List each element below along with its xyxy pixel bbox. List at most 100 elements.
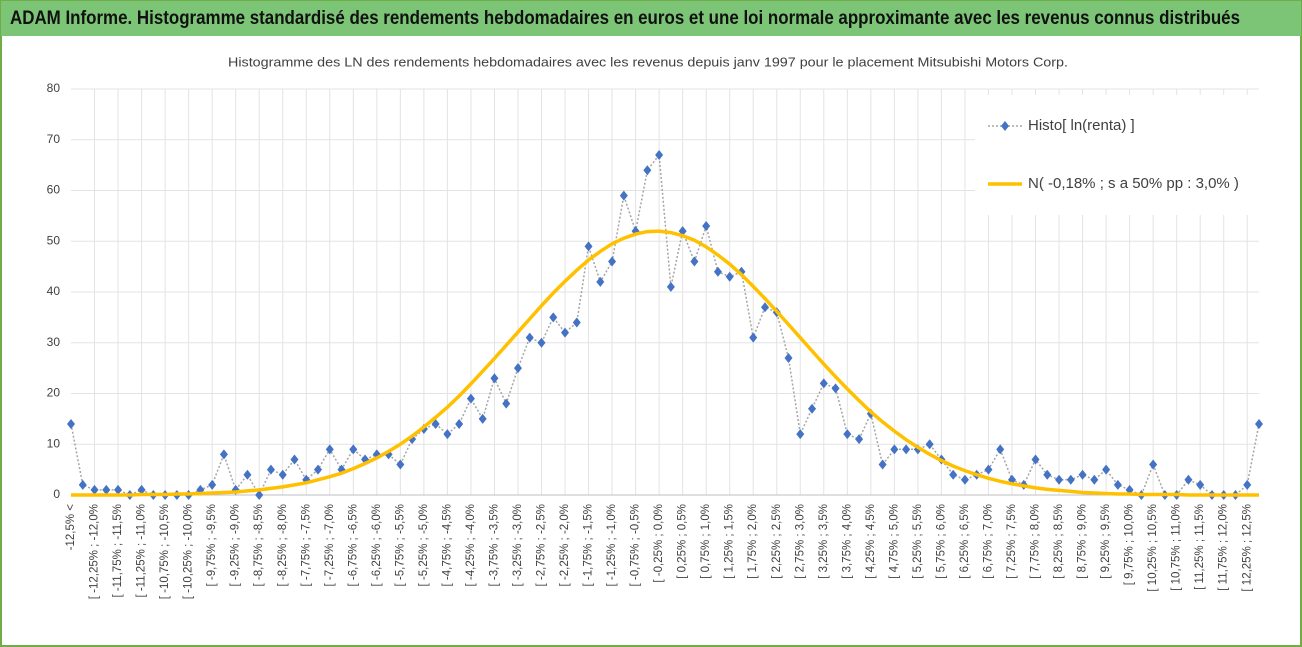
x-tick-label: [ -5,25% ; -5,0% [418,504,430,586]
x-tick-label: [ -9,75% ; -9,5% [206,504,218,586]
point-marker [431,418,440,429]
y-tick-label: 50 [47,233,61,247]
point-marker [1243,479,1252,490]
point-marker [478,413,487,424]
point-marker [925,439,934,450]
point-marker [137,484,146,495]
y-tick-label: 10 [47,436,61,450]
y-tick-label: 40 [47,284,61,298]
y-tick-label: 30 [47,335,61,349]
point-marker [702,221,711,232]
point-marker [855,434,864,445]
point-marker [513,363,522,374]
point-marker [455,418,464,429]
x-tick-label: [ 2,75% ; 3,0% [794,504,806,579]
y-tick-label: 0 [53,487,60,501]
point-marker [1055,474,1064,485]
point-marker [1043,469,1052,480]
x-tick-label: [ 12,25% ; 12,5% [1241,504,1253,592]
x-tick-label: [ -3,75% ; -3,5% [488,504,500,586]
x-tick-label: [ 9,25% ; 9,5% [1100,504,1112,579]
point-marker [1102,464,1111,475]
point-marker [878,459,887,470]
point-marker [713,266,722,277]
point-marker [843,429,852,440]
point-marker [466,393,475,404]
x-tick-label: [ -0,25% ; 0,0% [653,504,665,583]
point-marker [960,474,969,485]
point-marker [278,469,287,480]
x-tick-label: [ -4,25% ; -4,0% [465,504,477,586]
y-tick-label: 60 [47,183,61,197]
point-marker [760,302,769,313]
point-marker [808,403,817,414]
point-marker [949,469,958,480]
point-marker [1090,474,1099,485]
point-marker [102,484,111,495]
x-tick-label: [ 2,25% ; 2,5% [771,504,783,579]
x-tick-label: [ -7,75% ; -7,5% [300,504,312,586]
point-marker [596,276,605,287]
point-marker [902,444,911,455]
point-marker [796,429,805,440]
legend: Histo[ ln(renta) ] N( -0,18% ; s a 50% pp… [975,95,1295,215]
x-tick-label: [ 0,25% ; 0,5% [677,504,689,579]
point-marker [561,327,570,338]
point-marker [525,332,534,343]
point-marker [666,281,675,292]
x-tick-label: [ 4,75% ; 5,0% [888,504,900,579]
x-tick-label: [ 5,25% ; 5,5% [912,504,924,579]
y-tick-label: 20 [47,386,61,400]
point-marker [1149,459,1158,470]
x-tick-label: [ -9,25% ; -9,0% [230,504,242,586]
x-tick-label: [ -4,75% ; -4,5% [441,504,453,586]
x-tick-label: [ -11,25% ; -11,0% [136,504,148,598]
x-tick-label: [ -7,25% ; -7,0% [324,504,336,586]
x-tick-label: [ -10,75% ; -10,5% [159,504,171,599]
point-marker [90,484,99,495]
point-marker [784,352,793,363]
point-marker [1196,479,1205,490]
x-tick-label: [ -1,25% ; -1,0% [606,504,618,586]
point-marker [984,464,993,475]
point-marker [831,383,840,394]
x-tick-label: [ -2,75% ; -2,5% [536,504,548,586]
point-marker [572,317,581,328]
x-tick-label: -12,5% < [65,504,77,551]
x-tick-label: [ 6,25% ; 6,5% [959,504,971,579]
point-marker [819,378,828,389]
point-marker [67,418,75,429]
point-marker [219,449,228,460]
x-tick-label: [ 3,75% ; 4,0% [841,504,853,579]
x-tick-label: [ -6,25% ; -6,0% [371,504,383,586]
x-tick-label: [ 7,25% ; 7,5% [1006,504,1018,579]
x-tick-label: [ 1,75% ; 2,0% [747,504,759,579]
x-tick-label: [ 4,25% ; 4,5% [865,504,877,579]
point-marker [690,256,699,267]
legend-marker [1001,121,1009,131]
x-tick-label: [ -5,75% ; -5,5% [394,504,406,586]
x-tick-label: [ 11,25% ; 11,5% [1194,504,1206,590]
point-marker [608,256,617,267]
point-marker [1255,418,1263,429]
point-marker [325,444,334,455]
point-marker [890,444,899,455]
header-bar [1,1,1301,36]
x-tick-label: [ -11,75% ; -11,5% [112,504,124,598]
x-tick-label: [ 8,75% ; 9,0% [1077,504,1089,579]
x-tick-label: [ 8,25% ; 8,5% [1053,504,1065,579]
point-marker [549,312,558,323]
point-marker [502,398,511,409]
point-marker [725,271,734,282]
point-marker [490,373,499,384]
y-tick-label: 70 [47,132,61,146]
x-tick-label: [ 0,75% ; 1,0% [700,504,712,579]
x-tick-label: [ -0,75% ; -0,5% [630,504,642,586]
x-tick-label: [ -8,25% ; -8,0% [277,504,289,586]
point-marker [266,464,275,475]
point-marker [537,337,546,348]
point-marker [208,479,217,490]
point-marker [443,429,452,440]
point-marker [1066,474,1075,485]
point-marker [255,490,264,500]
